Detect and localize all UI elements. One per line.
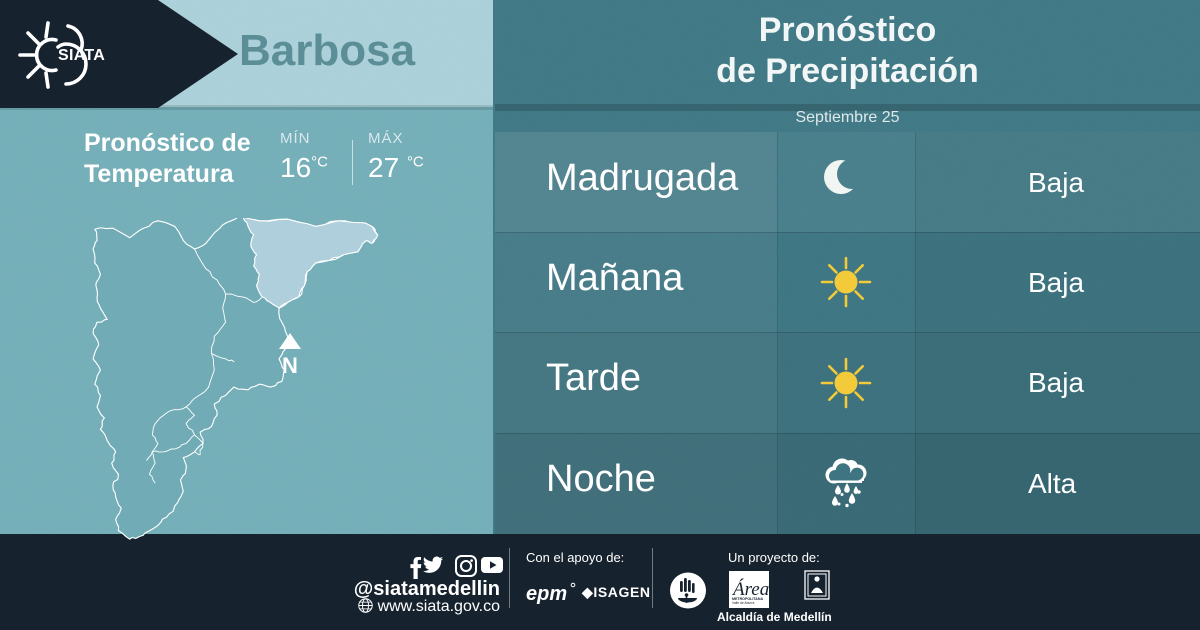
svg-text:N: N [282, 353, 298, 378]
svg-text:SIATA: SIATA [58, 47, 105, 64]
